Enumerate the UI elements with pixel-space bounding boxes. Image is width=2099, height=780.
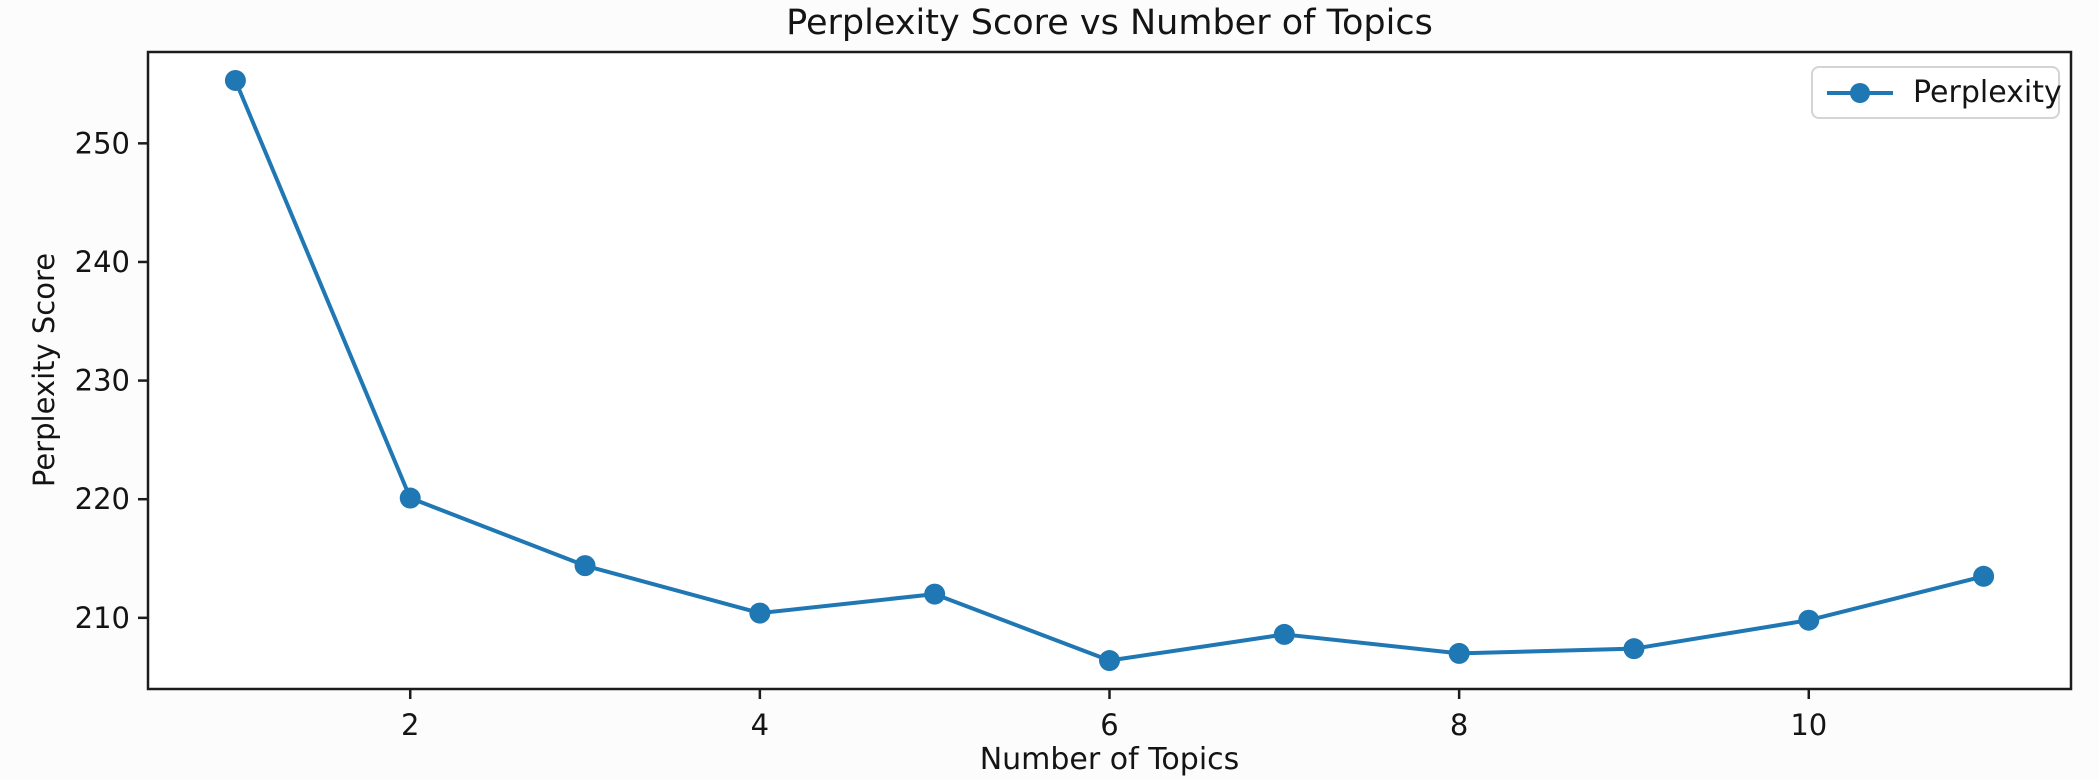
- chart-title: Perplexity Score vs Number of Topics: [786, 3, 1433, 43]
- legend-line-marker-icon: [1827, 82, 1893, 103]
- x-tick-label: 10: [1790, 708, 1827, 742]
- y-tick-label: 240: [75, 245, 130, 279]
- y-tick-label: 250: [75, 126, 130, 160]
- x-axis-label: Number of Topics: [979, 742, 1240, 777]
- data-point: [399, 487, 421, 509]
- data-point: [1973, 565, 1995, 587]
- legend-label: Perplexity: [1913, 75, 2062, 110]
- data-point: [1798, 609, 1820, 631]
- data-point: [574, 555, 596, 577]
- x-tick-label: 2: [401, 708, 419, 742]
- data-point: [224, 69, 246, 91]
- data-point: [1448, 642, 1470, 664]
- y-tick-label: 210: [75, 601, 130, 635]
- data-point: [1099, 650, 1120, 672]
- data-point: [1273, 623, 1295, 645]
- y-tick-label: 220: [75, 482, 130, 516]
- legend: Perplexity: [1811, 66, 2062, 119]
- data-point: [924, 583, 946, 605]
- y-tick-label: 230: [75, 364, 130, 398]
- data-point: [749, 602, 771, 624]
- data-point: [1623, 638, 1645, 660]
- x-tick-label: 4: [751, 708, 769, 742]
- x-tick-label: 6: [1100, 708, 1118, 742]
- x-tick-label: 8: [1450, 708, 1468, 742]
- axes-border: [146, 50, 2073, 691]
